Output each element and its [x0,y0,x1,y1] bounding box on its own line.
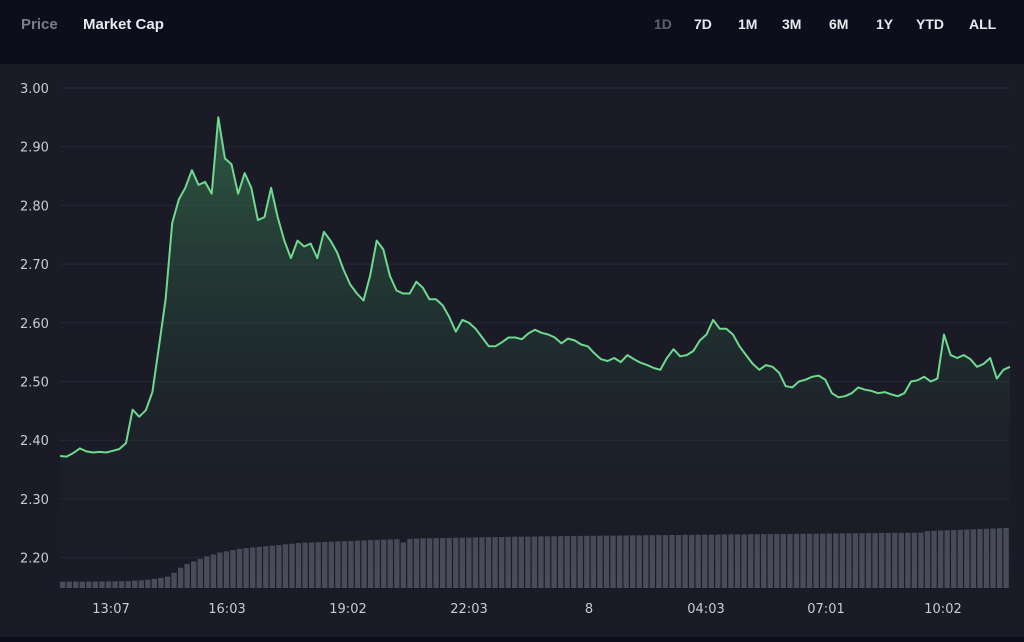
x-tick-label: 19:02 [329,602,366,617]
y-tick-label: 2.30 [20,493,49,508]
x-axis-labels: 13:07 16:03 19:02 22:03 8 04:03 07:01 10:02 [92,602,961,617]
range-tab-1m[interactable]: 1M [738,16,758,32]
range-tab-7d[interactable]: 7D [694,16,712,32]
x-tick-label: 13:07 [92,602,129,617]
tab-market-cap[interactable]: Market Cap [83,16,164,33]
y-tick-label: 2.80 [20,199,49,214]
y-tick-label: 2.50 [20,376,49,391]
x-tick-label: 22:03 [450,602,487,617]
price-chart[interactable]: 3.00 2.90 2.80 2.70 2.60 2.50 2.40 2.30 2.20 13:… [0,64,1024,637]
y-tick-label: 2.60 [20,317,49,332]
x-tick-label: 10:02 [924,602,961,617]
range-tab-3m[interactable]: 3M [782,16,802,32]
x-tick-label: 16:03 [208,602,245,617]
top-bar: Price Market Cap 1D 7D 1M 3M 6M 1Y YTD A… [0,0,1024,52]
range-tab-1y[interactable]: 1Y [876,16,894,32]
range-tab-ytd[interactable]: YTD [916,16,944,32]
range-tab-6m[interactable]: 6M [829,16,849,32]
price-line [59,116,1011,458]
y-tick-label: 2.70 [20,258,49,273]
x-tick-label: 04:03 [687,602,724,617]
x-tick-label: 8 [585,602,593,617]
y-tick-label: 2.20 [20,552,49,567]
tab-price[interactable]: Price [21,16,58,33]
price-area-fill [60,117,1010,589]
y-tick-label: 2.40 [20,434,49,449]
range-tab-all[interactable]: ALL [969,16,997,32]
x-tick-label: 07:01 [807,602,844,617]
y-axis-labels: 3.00 2.90 2.80 2.70 2.60 2.50 2.40 2.30 2.20 [20,82,49,567]
chart-panel[interactable]: 3.00 2.90 2.80 2.70 2.60 2.50 2.40 2.30 2.20 13:… [0,64,1024,637]
y-tick-label: 3.00 [20,82,49,97]
range-tab-1d[interactable]: 1D [654,16,672,32]
y-tick-label: 2.90 [20,141,49,156]
